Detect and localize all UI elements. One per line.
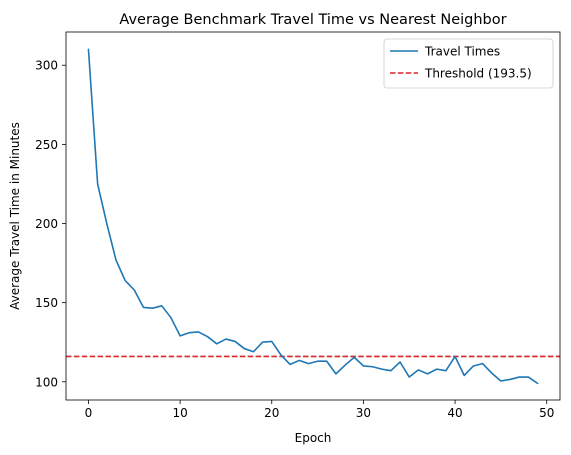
legend: Travel Times Threshold (193.5) xyxy=(383,38,554,89)
legend-label-threshold: Threshold (193.5) xyxy=(424,67,532,81)
x-tick-label: 20 xyxy=(264,406,279,420)
x-tick-label: 50 xyxy=(539,406,554,420)
x-tick-label: 0 xyxy=(85,406,93,420)
y-axis-ticks: 100 150 200 250 300 xyxy=(35,59,66,389)
x-tick-label: 10 xyxy=(172,406,187,420)
x-axis-label: Epoch xyxy=(295,431,332,445)
legend-box xyxy=(383,38,554,89)
y-tick-label: 150 xyxy=(35,296,58,310)
series-layer xyxy=(87,48,539,385)
series-line-travel-times xyxy=(87,48,539,385)
x-axis-ticks: 0 10 20 30 40 50 xyxy=(85,400,554,420)
y-tick-label: 250 xyxy=(35,138,58,152)
axes-frame xyxy=(65,31,561,401)
legend-label-travel-times: Travel Times xyxy=(424,45,500,59)
y-tick-label: 200 xyxy=(35,217,58,231)
chart-title: Average Benchmark Travel Time vs Nearest… xyxy=(119,12,506,28)
y-axis-label: Average Travel Time in Minutes xyxy=(8,122,22,310)
y-tick-label: 300 xyxy=(35,59,58,73)
y-tick-label: 100 xyxy=(35,375,58,389)
plot-area xyxy=(66,48,560,385)
x-tick-label: 40 xyxy=(447,406,462,420)
x-tick-label: 30 xyxy=(356,406,371,420)
